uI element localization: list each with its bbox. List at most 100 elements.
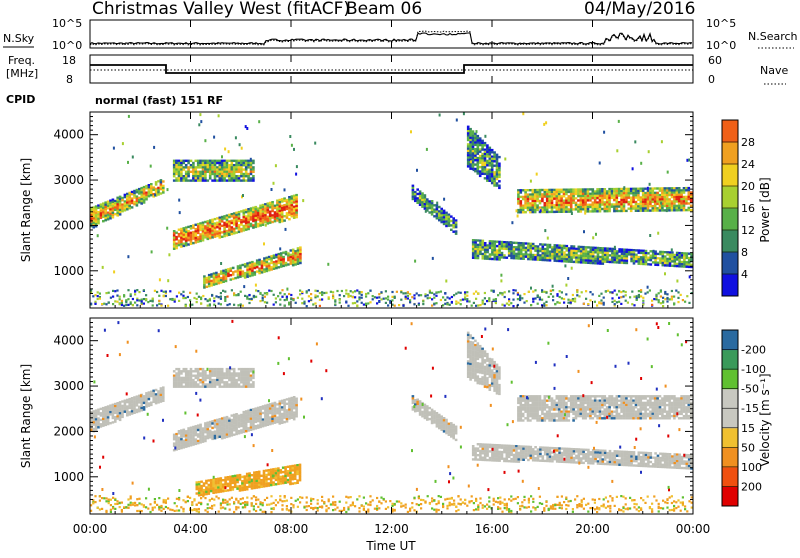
power-cell: [178, 168, 181, 170]
power-cell: [187, 162, 190, 164]
power-sparse-cell: [660, 202, 662, 205]
power-cell: [578, 254, 581, 256]
power-cell: [481, 146, 484, 148]
power-sparse-cell: [167, 188, 169, 191]
power-cell: [558, 251, 561, 253]
power-sparse-cell: [640, 162, 642, 165]
power-clutter-cell: [413, 303, 415, 305]
power-clutter-cell: [246, 296, 248, 298]
power-cell: [551, 189, 554, 191]
power-cell: [140, 189, 143, 191]
power-cell: [257, 210, 260, 212]
power-cell: [659, 257, 662, 259]
power-cell: [180, 162, 183, 164]
velocity-cell: [263, 483, 266, 485]
power-cell: [233, 179, 236, 181]
power-cell: [226, 230, 229, 232]
power-cell: [143, 197, 146, 199]
velocity-cell: [224, 479, 227, 481]
power-clutter-cell: [627, 302, 629, 304]
velocity-cell: [240, 416, 243, 418]
power-cell: [563, 193, 566, 195]
power-cell: [281, 214, 284, 216]
power-clutter-cell: [200, 302, 202, 304]
power-cell: [510, 255, 513, 257]
velocity-cell: [256, 473, 259, 475]
velocity-cell: [102, 420, 105, 422]
power-clutter-cell: [143, 303, 145, 305]
power-cell: [131, 200, 134, 202]
power-cell: [572, 199, 575, 201]
velocity-cell: [239, 489, 242, 491]
velocity-cell: [223, 423, 226, 425]
power-cell: [592, 190, 595, 192]
power-cell: [293, 199, 296, 201]
power-cell: [412, 185, 415, 187]
velocity-cell: [226, 431, 229, 433]
power-cell: [536, 209, 539, 211]
power-cell: [474, 246, 477, 248]
power-cell: [669, 260, 672, 262]
power-sparse-cell: [426, 148, 428, 151]
velocity-cell: [245, 412, 248, 414]
velocity-cell: [229, 484, 232, 486]
velocity-cell: [253, 482, 256, 484]
velocity-cell: [131, 399, 134, 401]
power-cell: [231, 228, 234, 230]
power-cell: [202, 164, 205, 166]
power-cell: [477, 137, 480, 139]
velocity-cell: [221, 372, 224, 374]
power-clutter-cell: [94, 294, 96, 296]
power-cell: [190, 225, 193, 227]
velocity-cell: [104, 408, 107, 410]
power-cell: [551, 202, 554, 204]
power-clutter-cell: [235, 294, 237, 296]
power-clutter-cell: [347, 293, 349, 295]
power-clutter-cell: [618, 290, 620, 292]
velocity-cell: [187, 443, 190, 445]
power-cell: [254, 267, 257, 269]
velocity-cell: [291, 412, 294, 414]
power-clutter-cell: [655, 294, 657, 296]
velocity-cell: [178, 381, 181, 383]
power-clutter-cell: [264, 296, 266, 298]
velocity-cell: [250, 370, 253, 372]
power-cell: [214, 225, 217, 227]
power-cell: [267, 222, 270, 224]
power-cell: [527, 249, 530, 251]
power-cell: [616, 257, 619, 259]
power-cell: [616, 208, 619, 210]
velocity-cell: [243, 375, 246, 377]
power-cell: [246, 265, 249, 267]
power-cell: [185, 171, 188, 173]
power-cell: [611, 259, 614, 261]
power-cell: [467, 148, 470, 150]
velocity-cell: [257, 413, 260, 415]
power-cell: [484, 242, 487, 244]
power-cell: [254, 273, 257, 275]
power-cell: [678, 209, 681, 211]
power-cell: [249, 268, 252, 270]
power-cell: [532, 207, 535, 209]
power-cell: [534, 209, 537, 211]
velocity-cell: [119, 412, 122, 414]
power-cell: [150, 190, 153, 192]
velocity-cell: [202, 432, 205, 434]
velocity-cell: [185, 435, 188, 437]
velocity-cell: [257, 411, 260, 413]
velocity-cell: [192, 381, 195, 383]
power-cell: [257, 216, 260, 218]
velocity-cell: [95, 418, 98, 420]
power-cell: [112, 210, 115, 212]
power-cell: [654, 196, 657, 198]
power-cell: [192, 168, 195, 170]
power-cell: [292, 249, 295, 251]
power-cell: [604, 247, 607, 249]
power-cell: [524, 193, 527, 195]
power-cell: [587, 199, 590, 201]
power-cell: [602, 258, 605, 260]
freq-label-line2: [MHz]: [6, 67, 38, 80]
power-cell: [250, 218, 253, 220]
power-cell: [443, 223, 446, 225]
power-cell: [291, 206, 294, 208]
